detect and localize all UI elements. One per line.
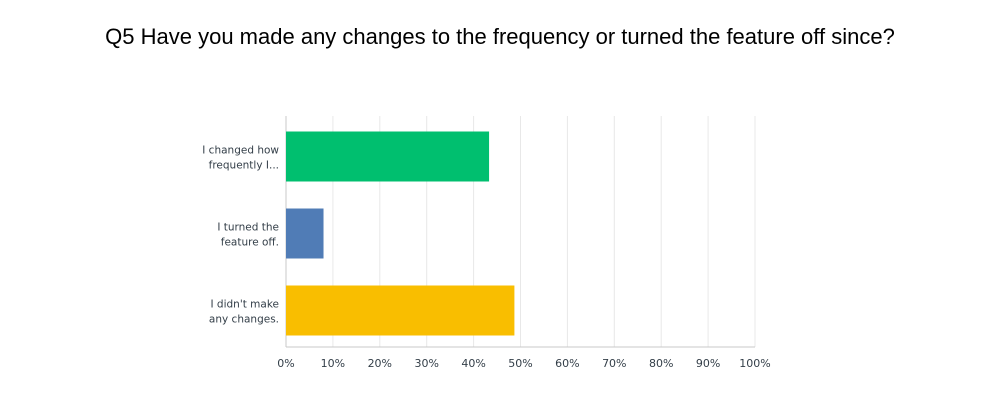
x-tick-label: 70% <box>602 357 626 370</box>
x-tick-label: 90% <box>696 357 720 370</box>
x-tick-label: 80% <box>649 357 673 370</box>
category-label: I didn't make <box>210 299 279 311</box>
x-tick-label: 50% <box>508 357 532 370</box>
bar <box>286 131 490 182</box>
chart-title: Q5 Have you made any changes to the freq… <box>105 24 895 49</box>
bar <box>286 285 515 336</box>
x-tick-label: 100% <box>739 357 770 370</box>
x-tick-label: 30% <box>414 357 438 370</box>
x-tick-label: 60% <box>555 357 579 370</box>
category-label: I changed how <box>202 145 279 157</box>
category-label: I turned the <box>217 222 279 234</box>
x-tick-label: 40% <box>461 357 485 370</box>
bar <box>286 208 324 259</box>
x-tick-label: 0% <box>277 357 294 370</box>
category-label: any changes. <box>209 314 279 326</box>
x-tick-label: 10% <box>321 357 345 370</box>
x-tick-label: 20% <box>368 357 392 370</box>
category-label: feature off. <box>221 237 279 249</box>
category-label: frequently I... <box>209 160 279 172</box>
